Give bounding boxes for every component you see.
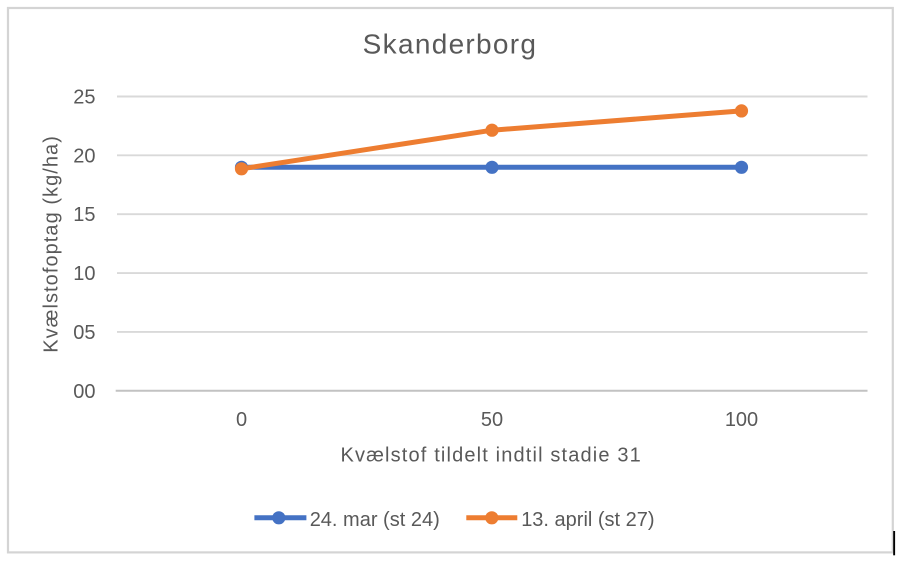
svg-text:Kvælstofoptag (kg/ha): Kvælstofoptag (kg/ha) [41, 135, 63, 353]
svg-text:10: 10 [73, 263, 95, 285]
svg-text:100: 100 [725, 409, 758, 431]
svg-text:20: 20 [73, 145, 95, 167]
svg-text:00: 00 [73, 381, 95, 403]
svg-text:24. mar (st 24): 24. mar (st 24) [310, 509, 440, 531]
svg-text:13. april (st 27): 13. april (st 27) [521, 509, 654, 531]
svg-text:05: 05 [73, 322, 95, 344]
svg-text:0: 0 [236, 409, 247, 431]
svg-text:15: 15 [73, 204, 95, 226]
svg-text:Skanderborg: Skanderborg [363, 29, 538, 60]
svg-text:50: 50 [481, 409, 503, 431]
svg-text:Kvælstof tildelt indtil stadie: Kvælstof tildelt indtil stadie 31 [340, 445, 641, 467]
svg-text:25: 25 [73, 87, 95, 109]
